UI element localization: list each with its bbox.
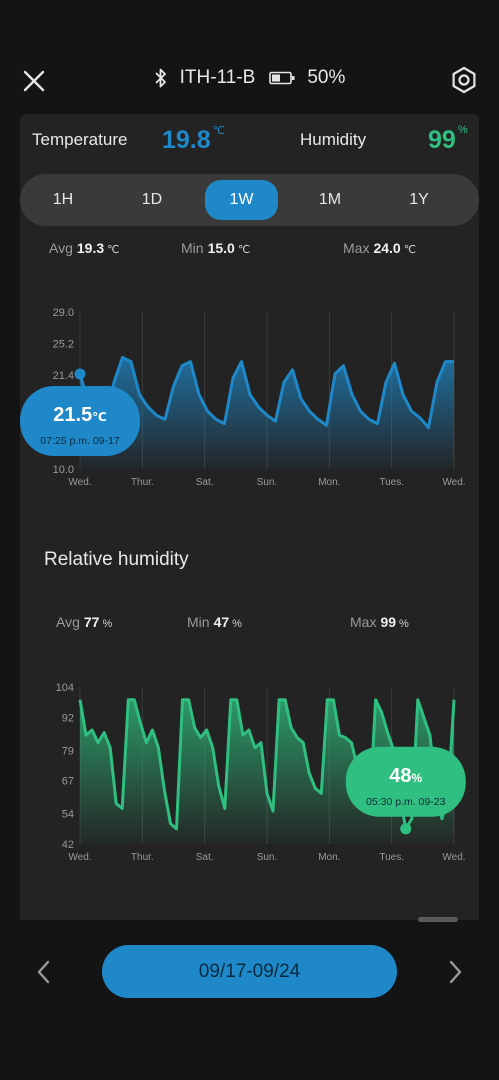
temp-max-unit: ℃ bbox=[403, 244, 417, 256]
date-range-button[interactable]: 09/17-09/24 bbox=[102, 945, 397, 998]
tooltip-value: 21.5℃ bbox=[53, 404, 106, 426]
temperature-value: 19.8 ℃ bbox=[162, 125, 226, 155]
x-tick-label: Wed. bbox=[442, 852, 465, 863]
y-tick-label: 92 bbox=[62, 712, 74, 724]
temperature-label: Temperature bbox=[32, 130, 128, 149]
time-range-tabs: 1H 1D 1W 1M 1Y bbox=[20, 174, 479, 226]
temp-min-stat: Min 15.0 ℃ bbox=[181, 240, 250, 256]
temp-avg-unit: ℃ bbox=[107, 244, 120, 256]
hum-min-unit: % bbox=[232, 618, 242, 630]
selected-point-marker bbox=[400, 823, 412, 835]
series-line bbox=[78, 355, 454, 430]
hum-min-stat: Min 47% bbox=[187, 614, 242, 630]
x-tick-label: Thur. bbox=[131, 477, 154, 488]
y-tick-label: 25.2 bbox=[53, 338, 74, 350]
tooltip-bubble bbox=[345, 746, 466, 817]
hum-avg-stat: Avg 77% bbox=[56, 614, 112, 630]
humidity-value: 99% bbox=[428, 124, 468, 155]
x-tick-label: Thur. bbox=[131, 852, 154, 863]
x-tick-label: Wed. bbox=[68, 477, 91, 488]
tooltip-value: 48% bbox=[389, 765, 422, 787]
device-name: ITH-11-B bbox=[179, 67, 256, 88]
temp-avg-stat: Avg 19.3 ℃ bbox=[49, 240, 119, 256]
x-tick-label: Wed. bbox=[442, 477, 465, 488]
temp-max-label: Max bbox=[343, 240, 370, 256]
x-tick-label: Tues. bbox=[379, 477, 404, 488]
tab-1d[interactable]: 1D bbox=[141, 191, 163, 208]
temp-max-stat: Max 24.0 ℃ bbox=[343, 240, 416, 256]
next-arrow-icon[interactable] bbox=[441, 958, 469, 986]
x-tick-label: Sat. bbox=[196, 477, 214, 488]
humidity-section-title: Relative humidity bbox=[44, 549, 189, 570]
temperature-unit: ℃ bbox=[212, 125, 226, 137]
x-tick-label: Sat. bbox=[196, 852, 214, 863]
temp-max-value: 24.0 bbox=[373, 240, 401, 256]
bluetooth-icon bbox=[155, 68, 166, 88]
tooltip-bubble bbox=[20, 385, 140, 456]
y-tick-label: 42 bbox=[62, 839, 74, 851]
x-tick-label: Tues. bbox=[379, 852, 404, 863]
x-tick-label: Wed. bbox=[68, 852, 91, 863]
series-line bbox=[78, 698, 456, 831]
x-tick-label: Sun. bbox=[257, 852, 278, 863]
hum-max-value: 99 bbox=[380, 614, 397, 630]
y-tick-label: 29.0 bbox=[53, 307, 74, 319]
selected-point-marker bbox=[74, 368, 86, 380]
y-tick-label: 10.0 bbox=[53, 464, 74, 476]
y-tick-label: 67 bbox=[62, 776, 74, 788]
hum-max-stat: Max 99% bbox=[350, 614, 409, 630]
humidity-unit: % bbox=[457, 124, 468, 136]
x-tick-label: Mon. bbox=[318, 852, 340, 863]
y-tick-label: 104 bbox=[56, 682, 74, 694]
hum-avg-label: Avg bbox=[56, 614, 80, 630]
temperature-number: 19.8 bbox=[162, 126, 211, 154]
y-tick-label: 54 bbox=[62, 809, 74, 821]
temp-avg-value: 19.3 bbox=[76, 240, 105, 256]
tab-1m[interactable]: 1M bbox=[318, 191, 342, 208]
scrollbar-thumb[interactable] bbox=[418, 917, 458, 922]
temp-avg-label: Avg bbox=[49, 240, 73, 256]
tab-1y[interactable]: 1Y bbox=[409, 191, 429, 208]
top-bar: ITH-11-B 50% bbox=[0, 55, 499, 105]
history-card: Temperature 19.8 ℃ Humidity 99% 1H 1D 1W … bbox=[20, 114, 479, 920]
close-icon[interactable] bbox=[18, 65, 50, 97]
humidity-label: Humidity bbox=[300, 130, 367, 149]
battery-icon bbox=[269, 71, 295, 85]
temp-min-label: Min bbox=[181, 240, 204, 256]
tooltip-time: 07:25 p.m. 09-17 bbox=[40, 435, 120, 447]
x-tick-label: Mon. bbox=[318, 477, 340, 488]
tooltip-time: 05:30 p.m. 09-23 bbox=[366, 796, 446, 808]
hum-max-label: Max bbox=[350, 614, 377, 630]
hum-min-value: 47 bbox=[213, 614, 230, 630]
tab-1w[interactable]: 1W bbox=[205, 180, 278, 220]
previous-arrow-icon[interactable] bbox=[30, 958, 58, 986]
device-info: ITH-11-B 50% bbox=[0, 67, 499, 89]
x-tick-label: Sun. bbox=[257, 477, 278, 488]
temp-min-unit: ℃ bbox=[237, 244, 251, 256]
series-area bbox=[80, 357, 454, 469]
y-tick-label: 21.4 bbox=[53, 370, 74, 382]
hum-avg-unit: % bbox=[102, 618, 113, 630]
settings-icon[interactable] bbox=[449, 65, 479, 95]
tab-1h[interactable]: 1H bbox=[52, 191, 74, 208]
humidity-number: 99 bbox=[428, 126, 456, 154]
hum-avg-value: 77 bbox=[83, 614, 100, 630]
hum-min-label: Min bbox=[187, 614, 210, 630]
y-tick-label: 79 bbox=[62, 745, 74, 757]
hum-max-unit: % bbox=[399, 618, 409, 630]
temp-min-value: 15.0 bbox=[207, 240, 235, 256]
battery-level: 50% bbox=[307, 67, 346, 88]
